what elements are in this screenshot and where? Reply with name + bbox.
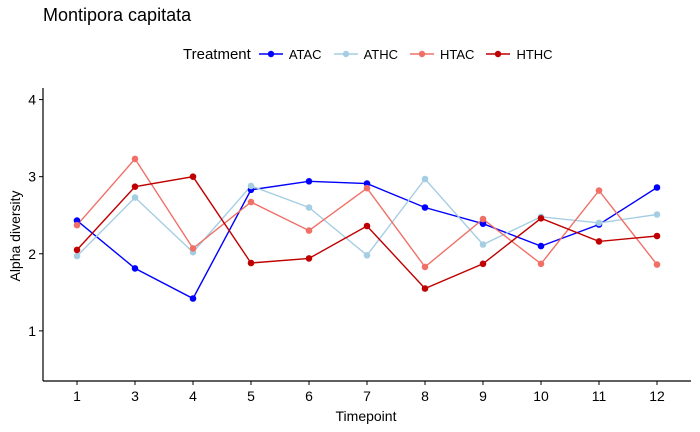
legend-title: Treatment xyxy=(183,45,251,63)
data-point-hthc xyxy=(537,215,545,222)
data-point-athc xyxy=(73,252,81,260)
data-point-athc xyxy=(363,252,371,259)
data-point-atac xyxy=(363,180,371,187)
x-tick-label: 8 xyxy=(421,388,429,404)
data-point-atac xyxy=(131,265,139,272)
data-point-hthc xyxy=(131,183,139,190)
data-point-htac xyxy=(537,260,545,268)
data-point-athc xyxy=(653,211,661,218)
data-point-hthc xyxy=(189,173,197,180)
data-point-htac xyxy=(363,184,371,192)
data-point-hthc xyxy=(653,232,661,240)
data-point-htac xyxy=(479,215,487,223)
x-tick-label: 7 xyxy=(363,388,371,404)
data-point-hthc xyxy=(479,260,487,268)
data-point-atac xyxy=(305,178,313,185)
data-point-htac xyxy=(305,227,313,234)
data-point-atac xyxy=(189,295,197,302)
data-point-htac xyxy=(131,155,139,163)
x-tick-label: 5 xyxy=(247,388,255,404)
data-point-htac xyxy=(73,221,81,229)
legend-key-hthc xyxy=(486,50,511,58)
y-tick-label: 4 xyxy=(28,92,36,108)
data-point-athc xyxy=(131,194,139,201)
x-tick-label: 4 xyxy=(189,388,197,404)
data-point-hthc xyxy=(305,255,313,262)
legend-item-hthc: HTHC xyxy=(486,46,553,62)
y-axis-title: Alpha diversity xyxy=(7,190,23,281)
x-tick-label: 9 xyxy=(479,388,487,404)
legend-item-athc: ATHC xyxy=(333,46,398,62)
data-point-htac xyxy=(247,198,255,206)
data-point-atac xyxy=(653,184,661,191)
data-point-htac xyxy=(653,261,661,268)
data-point-htac xyxy=(189,245,197,252)
y-tick-label: 3 xyxy=(28,169,36,185)
data-point-athc xyxy=(479,241,487,248)
series-line-atac xyxy=(76,180,658,300)
chart-title: Montipora capitata xyxy=(43,5,192,25)
data-point-hthc xyxy=(247,259,255,267)
x-axis-title: Timepoint xyxy=(336,408,397,424)
data-point-hthc xyxy=(363,222,371,230)
series-points xyxy=(73,155,661,302)
x-tick-label: 3 xyxy=(131,388,139,404)
y-tick-label: 2 xyxy=(28,246,36,262)
data-point-athc xyxy=(305,204,313,211)
data-point-atac xyxy=(421,204,429,211)
data-point-atac xyxy=(73,217,81,224)
legend-label-htac: HTAC xyxy=(440,46,475,62)
legend-label-atac: ATAC xyxy=(288,46,322,62)
series-line-htac xyxy=(76,157,658,268)
y-tick-label: 1 xyxy=(28,323,36,339)
data-point-atac xyxy=(479,220,487,227)
data-point-atac xyxy=(537,242,545,250)
legend-item-htac: HTAC xyxy=(410,47,474,62)
legend-key-htac xyxy=(410,50,434,58)
legend-item-atac: ATAC xyxy=(258,46,322,62)
data-point-htac xyxy=(595,187,603,194)
data-point-athc xyxy=(247,182,255,190)
x-tick-label: 10 xyxy=(533,388,549,404)
data-point-athc xyxy=(595,219,603,227)
legend-label-hthc: HTHC xyxy=(516,46,553,62)
legend-key-atac xyxy=(258,50,283,58)
x-tick-label: 12 xyxy=(649,388,665,404)
x-tick-label: 6 xyxy=(305,388,313,404)
data-point-htac xyxy=(421,263,429,271)
data-point-hthc xyxy=(421,285,429,292)
legend-label-athc: ATHC xyxy=(363,46,398,62)
x-tick-label: 11 xyxy=(592,388,607,404)
data-point-hthc xyxy=(595,238,603,245)
data-point-hthc xyxy=(73,246,81,254)
data-point-athc xyxy=(421,175,429,183)
legend-key-athc xyxy=(333,50,358,58)
x-tick-label: 1 xyxy=(73,388,81,404)
series-line-hthc xyxy=(76,175,658,290)
legend: Treatment ATAC ATHC HTAC HTHC xyxy=(183,44,565,64)
